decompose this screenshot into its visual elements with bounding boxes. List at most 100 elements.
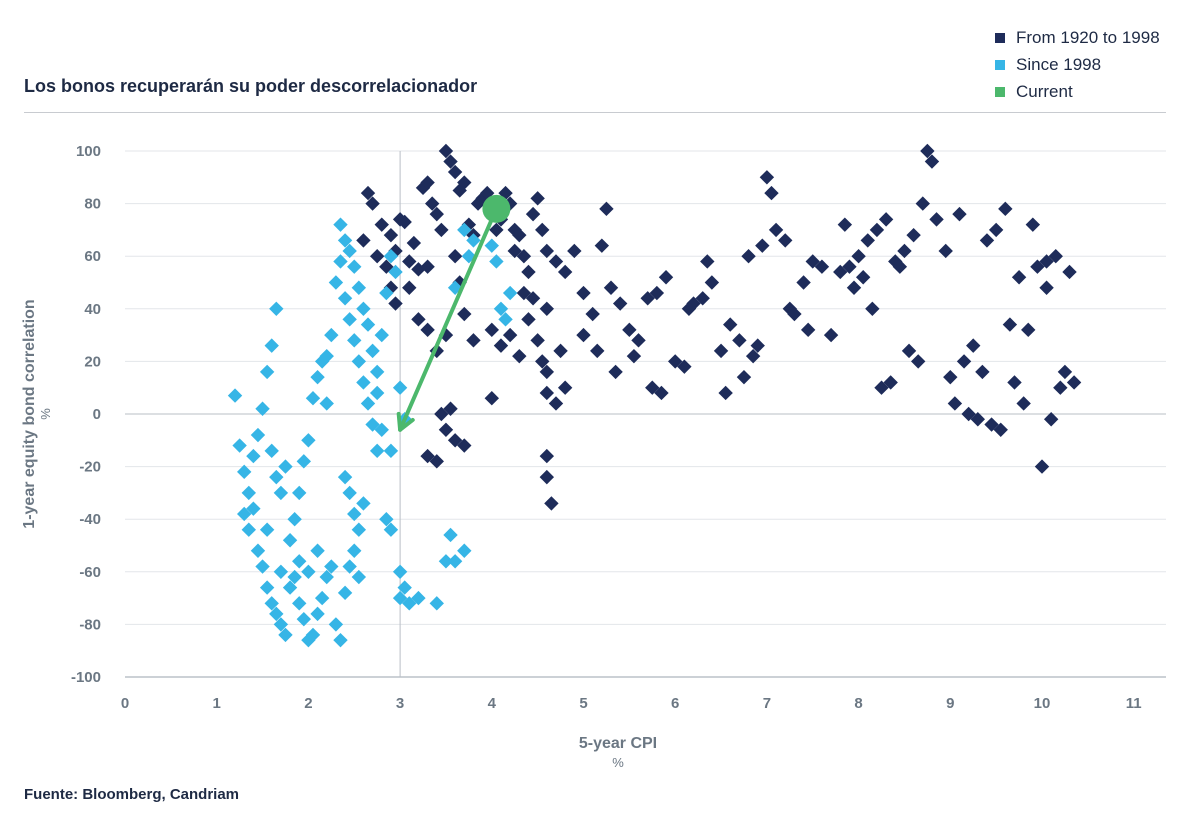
- point-series2: [333, 217, 348, 232]
- point-series1: [1016, 396, 1031, 411]
- point-series1: [420, 259, 435, 274]
- point-series1: [736, 369, 752, 385]
- point-series2: [337, 469, 353, 485]
- point-series1: [924, 154, 940, 169]
- point-series2: [310, 369, 325, 385]
- point-series1: [548, 254, 564, 269]
- y-tick-label: -40: [79, 511, 101, 528]
- point-series2: [255, 401, 270, 416]
- point-series1: [553, 343, 568, 359]
- point-series1: [966, 338, 981, 353]
- point-series1: [447, 164, 463, 180]
- point-series1: [938, 243, 953, 259]
- point-series2: [328, 275, 344, 290]
- point-series1: [782, 301, 798, 316]
- point-series2: [324, 327, 339, 343]
- point-series2: [259, 522, 275, 537]
- point-series2: [356, 496, 371, 511]
- point-series1: [369, 249, 385, 264]
- point-series2: [246, 448, 261, 464]
- y-tick-label: -20: [79, 459, 101, 476]
- point-series2: [278, 459, 293, 474]
- point-series2: [443, 527, 458, 543]
- point-series1: [855, 270, 871, 285]
- point-series1: [567, 243, 582, 259]
- point-series2: [264, 596, 279, 611]
- point-series2: [342, 485, 357, 501]
- point-series2: [392, 380, 408, 395]
- point-series1: [1057, 364, 1073, 380]
- point-series1: [438, 422, 454, 437]
- point-series2: [250, 427, 266, 443]
- point-series1: [998, 201, 1013, 217]
- point-series1: [1025, 217, 1041, 232]
- point-series2: [466, 233, 481, 248]
- point-series2: [502, 285, 518, 301]
- point-series1: [429, 206, 444, 222]
- point-series1: [516, 249, 532, 264]
- current-point: [482, 194, 511, 223]
- point-series1: [512, 348, 527, 364]
- legend-item-current: Current: [995, 78, 1160, 105]
- point-series1: [984, 417, 999, 432]
- point-series1: [457, 306, 472, 322]
- chart-title: Los bonos recuperarán su poder descorrel…: [24, 76, 478, 96]
- point-series2: [292, 596, 307, 611]
- point-series1: [557, 264, 573, 280]
- point-series2: [264, 443, 279, 459]
- point-series1: [484, 391, 499, 406]
- x-tick-label: 5: [579, 695, 587, 712]
- legend-label-series2: Since 1998: [1016, 54, 1102, 74]
- point-series2: [237, 506, 252, 522]
- point-series1: [420, 175, 435, 190]
- point-series2: [296, 454, 312, 469]
- point-series1: [608, 364, 623, 380]
- point-series1: [1021, 322, 1036, 338]
- point-series1: [406, 235, 422, 251]
- point-series2: [319, 348, 334, 364]
- point-series2: [282, 580, 298, 595]
- point-series1: [424, 196, 440, 211]
- point-series1: [778, 233, 793, 248]
- point-series2: [369, 443, 385, 459]
- point-series1: [420, 322, 435, 338]
- point-series1: [723, 317, 738, 332]
- point-series1: [787, 306, 802, 322]
- point-series1: [516, 285, 532, 301]
- y-tick-label: 20: [84, 353, 101, 370]
- legend-item-series2: Since 1998: [995, 51, 1160, 78]
- point-series2: [351, 280, 367, 295]
- point-series1: [961, 406, 976, 422]
- point-series1: [768, 222, 784, 238]
- x-tick-label: 11: [1126, 695, 1142, 712]
- point-series2: [269, 606, 284, 622]
- point-series1: [956, 354, 972, 369]
- point-series2: [356, 301, 371, 316]
- point-series1: [947, 396, 963, 411]
- point-series2: [365, 417, 380, 432]
- point-series1: [988, 222, 1004, 238]
- point-series1: [800, 322, 816, 338]
- point-series1: [1053, 380, 1068, 395]
- point-series2: [259, 580, 275, 595]
- point-series2: [397, 580, 412, 595]
- point-series1: [557, 380, 573, 395]
- point-series1: [718, 385, 733, 401]
- point-series1: [878, 212, 894, 227]
- y-tick-label: -100: [71, 669, 101, 686]
- point-series2: [246, 501, 261, 516]
- point-series1: [640, 291, 655, 306]
- point-series1: [365, 196, 380, 211]
- point-series2: [484, 238, 499, 253]
- point-series1: [585, 306, 600, 322]
- point-series1: [576, 285, 591, 301]
- point-series1: [1048, 249, 1063, 264]
- point-series1: [507, 243, 522, 259]
- point-series1: [901, 343, 917, 359]
- point-series1: [1039, 254, 1054, 269]
- point-series2: [273, 485, 289, 501]
- y-tick-label: -60: [79, 564, 101, 581]
- point-series2: [278, 627, 293, 643]
- y-tick-label: 0: [93, 406, 101, 423]
